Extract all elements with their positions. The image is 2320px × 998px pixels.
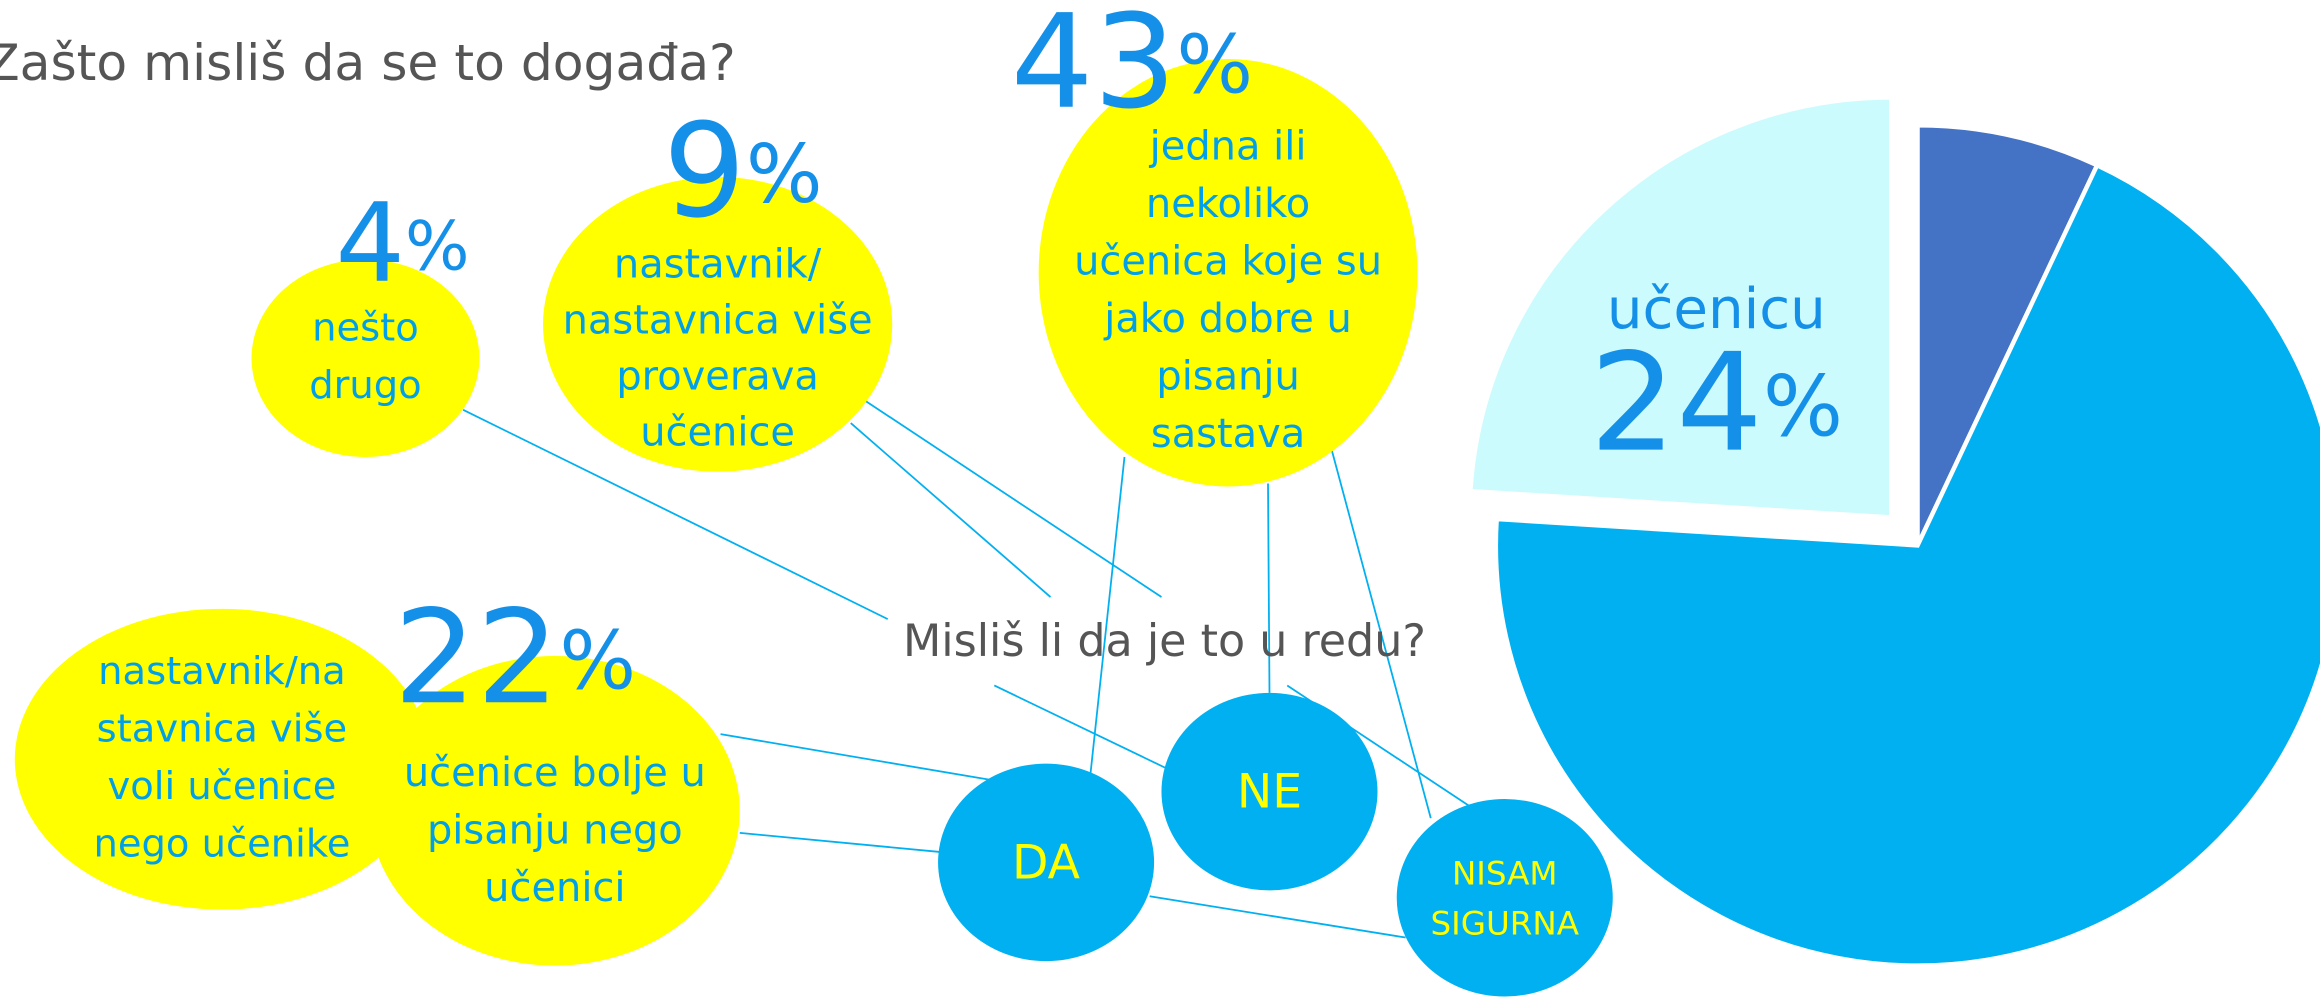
percent-number: 4	[335, 180, 405, 307]
bubble-text: učenice bolje u	[404, 750, 706, 796]
bubble	[1038, 58, 1418, 487]
bubble-text: sastava	[1151, 411, 1305, 457]
question: Misliš li da je to u redu?	[903, 616, 1426, 667]
bubble-text: učenica koje su	[1074, 238, 1382, 284]
bubble	[369, 655, 740, 966]
percent-number: 22	[394, 581, 560, 733]
answer-text: SIGURNA	[1430, 905, 1579, 943]
connector	[720, 733, 999, 783]
answer-circle	[938, 763, 1155, 962]
percent: 22%	[394, 581, 636, 733]
bubble-text: voli učenice	[108, 764, 337, 809]
percent-number: 9	[663, 95, 746, 247]
percent: 9%	[663, 95, 823, 247]
bubble-text: jedna ili	[1149, 123, 1307, 169]
percent-sign: %	[746, 128, 823, 222]
bubble-text: nastavnik/na	[98, 649, 346, 694]
bubble	[14, 608, 430, 910]
slice-label: učenicu	[1607, 277, 1826, 342]
answer-text: DA	[1012, 835, 1080, 890]
percent: 24%	[1590, 325, 1843, 483]
answer-circle	[1161, 692, 1378, 891]
bubble-text: učenici	[484, 865, 625, 911]
connector	[1149, 895, 1406, 939]
bubble	[543, 176, 893, 472]
pie-slice	[1493, 162, 2320, 968]
pie-slice	[1915, 123, 2101, 547]
bubble-text: nastavnik/	[614, 241, 822, 287]
pie-slice	[1468, 95, 1894, 520]
answer-circle	[1396, 798, 1613, 997]
percent-number: 43	[1011, 0, 1177, 137]
bubble-text: nego učenike	[93, 822, 350, 867]
connector	[850, 422, 1052, 598]
bubble-text: stavnica više	[97, 707, 348, 752]
connector	[739, 832, 942, 853]
bubble-text: nastavnica više	[563, 297, 873, 343]
bubble-text: jako dobre u	[1103, 296, 1352, 342]
connector	[1330, 449, 1432, 819]
percent: 4%	[335, 180, 469, 307]
bubble-text: nekoliko	[1146, 181, 1310, 227]
percent: 43%	[1011, 0, 1253, 137]
bubble-text: nešto	[312, 306, 419, 351]
bubble-text: učenice	[640, 409, 795, 455]
percent-sign: %	[559, 614, 636, 708]
percent-sign: %	[405, 206, 470, 285]
connector	[993, 684, 1170, 771]
percent-number: 24	[1590, 325, 1763, 483]
bubble-text: drugo	[309, 363, 422, 408]
answer-text: NE	[1237, 765, 1302, 820]
title: Zašto misliš da se to događa?	[0, 33, 736, 92]
answer-text: NISAM	[1452, 855, 1558, 893]
connector	[1089, 456, 1126, 775]
bubble-text: pisanju	[1156, 353, 1299, 399]
percent-sign: %	[1763, 358, 1843, 456]
bubble-text: proverava	[616, 353, 819, 399]
connector	[462, 409, 889, 620]
bubble	[251, 259, 480, 457]
percent-sign: %	[1176, 19, 1253, 113]
connector	[1267, 483, 1271, 693]
bubble-text: pisanju nego	[427, 807, 683, 853]
